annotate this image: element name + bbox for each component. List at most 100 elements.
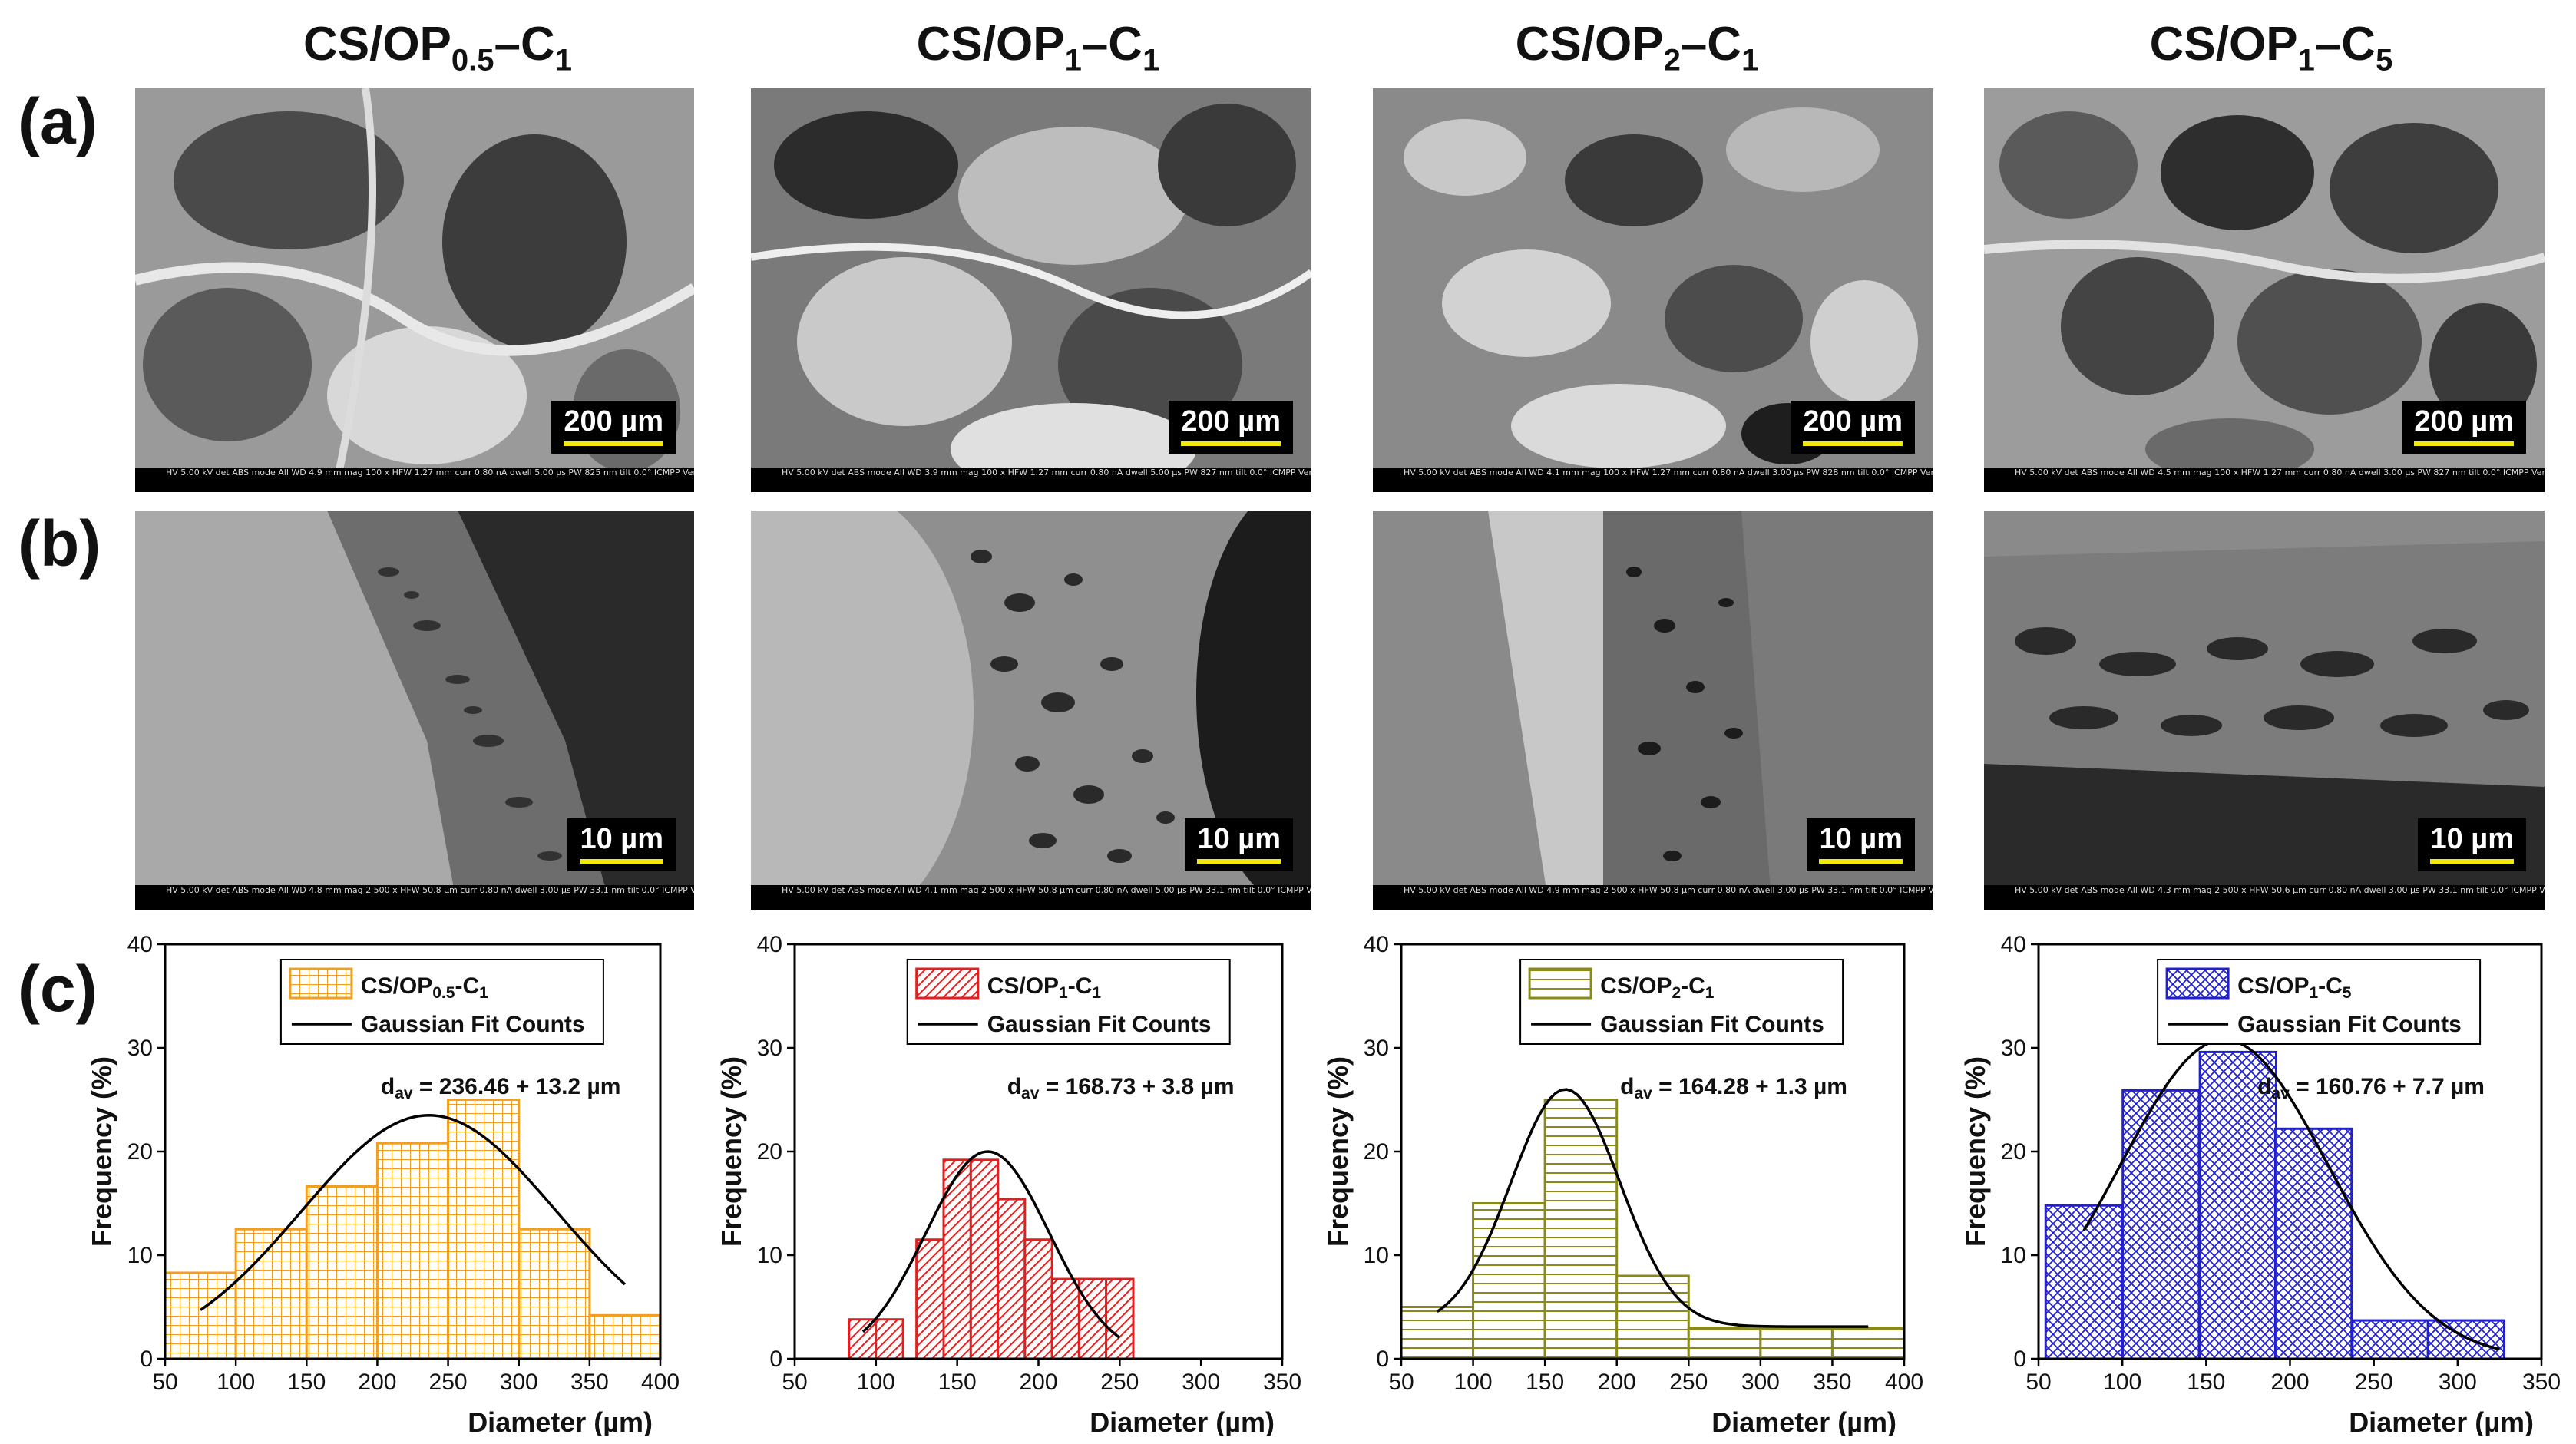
x-tick-label: 350 [570,1370,609,1395]
x-tick-label: 300 [2439,1370,2477,1395]
sem-image-b1: 10 µm HV 5.00 kV det ABS mode All WD 4.8… [135,511,694,910]
y-tick-label: 0 [2013,1347,2026,1372]
column-title-1: CS/OP0.5–C1 [303,18,573,78]
legend-sample-base: CS/OP [987,973,1059,999]
sem-databar: HV 5.00 kV det ABS mode All WD 3.9 mm ma… [751,468,1311,492]
y-axis-label: Frequency (%) [86,1056,117,1247]
x-tick-label: 50 [2025,1370,2051,1395]
x-axis-label: Diameter (µm) [1711,1406,1896,1436]
x-tick-label: 200 [2270,1370,2309,1395]
gaussian-fit-line [1436,1088,1869,1328]
x-tick-label: 200 [1598,1370,1636,1395]
y-axis-label: Frequency (%) [1322,1056,1354,1247]
histogram-bar [2121,1089,2201,1360]
legend-sample-label: CS/OP0.5-C1 [361,973,488,1002]
histogram-bar [875,1318,904,1360]
legend-sample-sub: 1 [1092,984,1101,1002]
histogram-svg: 50 100 150 200 250 300 350 0 10 20 30 40 Diameter (µ… [1959,932,2561,1438]
row-label-b: (b) [18,507,101,580]
x-tick-label: 350 [1813,1370,1851,1395]
x-tick-label: 100 [857,1370,895,1395]
annotation-value: = 160.76 + 7.7 µm [2290,1074,2485,1099]
sem-image-b4: 10 µm HV 5.00 kV det ABS mode All WD 4.3… [1984,511,2545,910]
y-axis-label: Frequency (%) [1959,1056,1991,1247]
legend-swatch [915,967,980,1000]
annotation-value: = 164.28 + 1.3 µm [1652,1074,1847,1099]
histogram-1: 50 100 150 200 250 300 350 400 0 10 20 30 40 Diameter… [69,929,683,1438]
row-label-c: (c) [18,953,98,1025]
histogram-bar [1687,1327,1762,1360]
legend-fit-label: Gaussian Fit Counts [1600,1012,1824,1037]
column-title-2: CS/OP1–C1 [916,18,1160,78]
sem-databar: HV 5.00 kV det ABS mode All WD 4.1 mm ma… [1373,468,1933,492]
legend-sample-mid: -C [1681,973,1705,999]
gaussian-fit-line [2082,1038,2500,1351]
annotation-d: d [1620,1074,1634,1099]
sem-image-b2: 10 µm HV 5.00 kV det ABS mode All WD 4.1… [751,511,1311,910]
column-title-4: CS/OP1–C5 [2149,18,2393,78]
y-tick-label: 0 [769,1347,782,1372]
legend-fit-label: Gaussian Fit Counts [361,1012,585,1037]
x-tick-label: 150 [287,1370,326,1395]
x-axis-label: Diameter (µm) [2349,1406,2534,1436]
histogram-bar [1615,1274,1690,1360]
histogram-bar [2351,1319,2430,1360]
y-tick-label: 20 [127,1139,153,1165]
legend-sample-sub: 1 [1059,984,1068,1002]
annotation-sub: av [2271,1085,2290,1102]
legend-sample-mid: -C [1068,973,1093,999]
histogram-bar [305,1185,379,1360]
x-tick-label: 300 [1182,1370,1220,1395]
annotation-sub: av [1021,1085,1040,1102]
sem-image-a4: 200 µm HV 5.00 kV det ABS mode All WD 4.… [1984,88,2545,492]
annotation-d: d [2257,1074,2271,1099]
annotation-d: d [381,1074,395,1099]
sem-databar: HV 5.00 kV det ABS mode All WD 4.9 mm ma… [135,468,694,492]
pore-texture [1984,511,2545,910]
x-tick-label: 400 [641,1370,680,1395]
histogram-svg: 50 100 150 200 250 300 350 400 0 10 20 30 40 Diameter… [1322,932,1923,1438]
y-tick-label: 30 [2001,1036,2026,1061]
histogram-bar [1050,1277,1081,1360]
mean-diameter-annotation: dav = 160.76 + 7.7 µm [2257,1074,2485,1102]
sem-image-a3: 200 µm HV 5.00 kV det ABS mode All WD 4.… [1373,88,1933,492]
histogram-3: 50 100 150 200 250 300 350 400 0 10 20 30 40 Diameter… [1305,929,1927,1438]
x-tick-label: 250 [1669,1370,1708,1395]
x-tick-label: 150 [2187,1370,2225,1395]
legend-sample-sub: 2 [1672,984,1681,1002]
histogram-bar [1472,1202,1546,1360]
histogram-bar [2426,1319,2505,1360]
histogram-2: 50 100 150 200 250 300 350 0 10 20 30 40 Diameter (µ… [699,929,1305,1438]
x-tick-label: 300 [1741,1370,1780,1395]
mean-diameter-annotation: dav = 236.46 + 13.2 µm [381,1074,621,1102]
legend-sample-base: CS/OP [2237,973,2309,999]
x-tick-label: 250 [1100,1370,1139,1395]
y-axis-label: Frequency (%) [716,1056,747,1247]
sem-image-b3: 10 µm HV 5.00 kV det ABS mode All WD 4.9… [1373,511,1933,910]
x-tick-label: 100 [217,1370,255,1395]
legend-sample-label: CS/OP2-C1 [1600,973,1715,1002]
x-tick-label: 400 [1885,1370,1923,1395]
row-label-a: (a) [18,85,98,157]
legend-sample-sub: 0.5 [432,984,455,1002]
legend-sample-base: CS/OP [361,973,432,999]
histogram-bar [1543,1099,1619,1360]
x-axis-label: Diameter (µm) [468,1406,653,1436]
mean-diameter-annotation: dav = 164.28 + 1.3 µm [1620,1074,1847,1102]
legend-sample-sub: 1 [479,984,488,1002]
legend-sample-label: CS/OP1-C5 [2237,973,2352,1002]
y-tick-label: 0 [1376,1347,1389,1372]
gaussian-fit-line [200,1114,627,1311]
histogram-bar [375,1142,450,1360]
sem-databar: HV 5.00 kV det ABS mode All WD 4.1 mm ma… [751,885,1311,910]
x-tick-label: 100 [2103,1370,2141,1395]
legend-sample-sub: 1 [1705,984,1715,1002]
y-tick-label: 40 [127,932,153,957]
histogram-bar [447,1099,521,1360]
histogram-bar [848,1318,878,1360]
annotation-value: = 236.46 + 13.2 µm [413,1074,621,1099]
legend-sample-mid: -C [2318,973,2343,999]
y-tick-label: 0 [140,1347,153,1372]
histogram-svg: 50 100 150 200 250 300 350 400 0 10 20 30 40 Diameter… [86,932,680,1438]
histogram-bar [1830,1327,1906,1360]
